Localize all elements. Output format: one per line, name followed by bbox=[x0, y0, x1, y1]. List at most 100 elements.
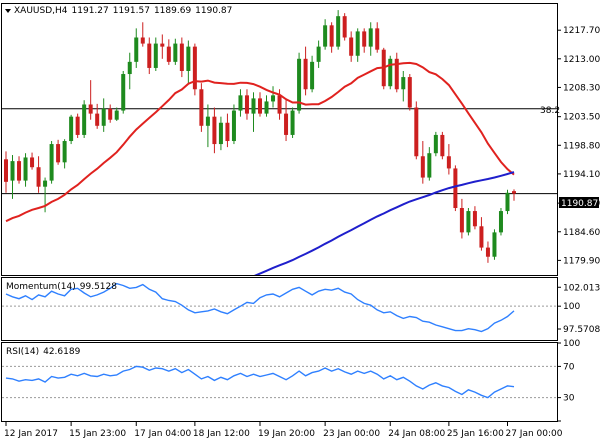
x-tick-label: 19 Jan 20:00 bbox=[258, 429, 315, 439]
candle-body bbox=[512, 191, 516, 194]
rsi-panel-frame bbox=[1, 342, 558, 422]
candle bbox=[297, 52, 302, 114]
candle bbox=[427, 147, 432, 181]
candle bbox=[199, 83, 204, 132]
candle-body bbox=[23, 157, 28, 181]
candle-body bbox=[433, 134, 438, 154]
candle-body bbox=[225, 122, 230, 142]
candle-body bbox=[108, 108, 113, 120]
candle bbox=[271, 86, 276, 108]
candle bbox=[401, 70, 406, 102]
sma-slow-line bbox=[254, 171, 515, 275]
candle bbox=[10, 155, 15, 199]
candle-body bbox=[205, 116, 210, 126]
candle-body bbox=[472, 211, 477, 227]
candle bbox=[95, 103, 100, 129]
candle-body bbox=[342, 16, 347, 38]
candle-body bbox=[82, 104, 87, 135]
price-symbol: XAUUSD bbox=[14, 6, 52, 16]
candle bbox=[69, 114, 74, 145]
price-panel-frame bbox=[1, 3, 558, 276]
candle bbox=[290, 107, 295, 138]
price-y-axis: 1217.70 1213.00 1208.30 1203.50 1198.80 1194.… bbox=[557, 26, 600, 266]
candle bbox=[192, 43, 197, 96]
candle-body bbox=[362, 31, 367, 47]
candle bbox=[388, 55, 393, 90]
momentum-value: 99.5128 bbox=[80, 282, 117, 292]
price-low: 1189.69 bbox=[154, 6, 191, 16]
candle bbox=[323, 19, 328, 50]
candle-body bbox=[492, 232, 497, 257]
candle bbox=[355, 28, 360, 62]
candle bbox=[121, 70, 126, 114]
candle-body bbox=[140, 37, 145, 44]
candle-body bbox=[316, 46, 321, 62]
candle bbox=[108, 104, 113, 123]
candle-body bbox=[49, 144, 54, 181]
candle bbox=[30, 152, 35, 170]
x-tick-label: 25 Jan 16:00 bbox=[447, 429, 504, 439]
candle bbox=[147, 37, 152, 75]
candle-body bbox=[375, 28, 380, 50]
rsi-line bbox=[5, 365, 515, 399]
candle-body bbox=[95, 113, 100, 126]
candle-body bbox=[284, 113, 289, 135]
candle-body bbox=[62, 141, 67, 163]
candle bbox=[368, 22, 373, 56]
candle bbox=[453, 165, 458, 212]
candle bbox=[492, 229, 497, 260]
price-close: 1190.87 bbox=[195, 6, 232, 16]
collapse-triangle-icon[interactable] bbox=[5, 9, 11, 13]
candle-body bbox=[134, 37, 139, 62]
candle bbox=[160, 34, 165, 59]
price-header: XAUUSD,H4 1191.27 1191.57 1189.69 1190.87 bbox=[14, 6, 232, 16]
candle-body bbox=[186, 46, 191, 71]
candle-body bbox=[440, 134, 445, 157]
candle-body bbox=[277, 95, 282, 114]
candle bbox=[303, 46, 308, 96]
candle bbox=[62, 139, 67, 169]
x-tick-label: 17 Jan 04:00 bbox=[134, 429, 191, 439]
candle-body bbox=[4, 159, 8, 182]
candle-body bbox=[355, 31, 360, 56]
candle-body bbox=[160, 43, 165, 47]
rsi-y-axis: 100 70 30 bbox=[557, 339, 580, 422]
candle bbox=[414, 101, 419, 160]
candle-body bbox=[56, 144, 61, 163]
y-tick-label: 100 bbox=[563, 339, 580, 349]
candle bbox=[362, 28, 367, 53]
candle bbox=[134, 28, 139, 68]
candle bbox=[310, 55, 315, 93]
candle bbox=[153, 37, 158, 71]
candle bbox=[205, 104, 210, 148]
candle bbox=[284, 98, 289, 142]
candle-body bbox=[153, 43, 158, 68]
candle-body bbox=[192, 46, 197, 90]
candle bbox=[4, 151, 8, 193]
candle-body bbox=[10, 161, 15, 181]
candle bbox=[82, 100, 87, 138]
rsi-name: RSI(14) bbox=[6, 347, 39, 357]
candle-body bbox=[166, 46, 171, 62]
x-tick-label: 23 Jan 00:00 bbox=[323, 429, 380, 439]
fib-level-label: 38.2 bbox=[540, 106, 560, 116]
candle bbox=[505, 189, 510, 215]
momentum-name: Momentum(14) bbox=[6, 282, 76, 292]
candle-body bbox=[199, 89, 204, 126]
candle bbox=[479, 217, 484, 251]
candle-body bbox=[75, 116, 80, 135]
candle bbox=[394, 52, 399, 93]
candle-body bbox=[218, 122, 223, 145]
candle bbox=[140, 22, 145, 47]
candle-body bbox=[498, 211, 503, 233]
candle-body bbox=[349, 37, 354, 56]
x-tick-label: 12 Jan 2017 bbox=[4, 429, 58, 439]
momentum-header: Momentum(14) 99.5128 bbox=[6, 282, 117, 292]
candle bbox=[485, 241, 490, 263]
candle-body bbox=[297, 58, 302, 111]
candle bbox=[264, 95, 269, 117]
candle-body bbox=[258, 98, 262, 114]
momentum-plot bbox=[2, 282, 557, 333]
candle bbox=[186, 40, 191, 84]
